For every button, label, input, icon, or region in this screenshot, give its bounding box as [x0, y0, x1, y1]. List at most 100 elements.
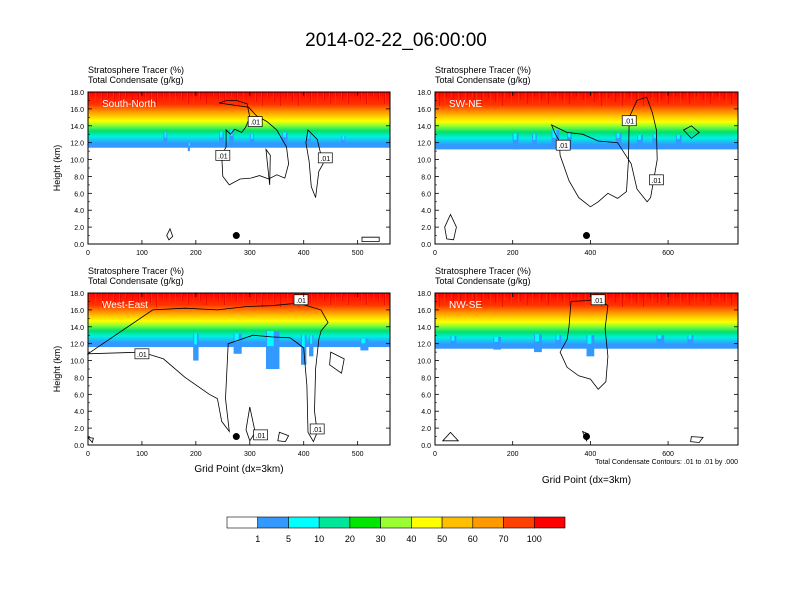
- tracer-texture: [594, 92, 595, 102]
- tracer-texture: [95, 293, 96, 302]
- tracer-texture: [255, 293, 256, 302]
- panel-label: South-North: [102, 99, 156, 110]
- tracer-texture: [323, 293, 324, 300]
- tracer-texture: [527, 293, 528, 305]
- tracer-texture: [268, 92, 269, 98]
- tracer-texture: [125, 293, 126, 298]
- tracer-streak-core: [657, 335, 662, 339]
- tracer-streak-core: [676, 135, 680, 140]
- tracer-texture: [361, 92, 362, 101]
- tracer-texture: [490, 92, 491, 103]
- tracer-texture: [293, 92, 294, 103]
- tracer-texture: [703, 92, 704, 100]
- tracer-texture: [113, 293, 114, 302]
- tracer-texture: [250, 92, 251, 98]
- tracer-texture: [562, 92, 563, 100]
- tracer-streak: [615, 133, 622, 146]
- tracer-texture: [481, 92, 482, 106]
- colorbar: 1 5 10 20 30 40 50 60 70 100: [226, 516, 566, 544]
- tracer-streak-core: [616, 133, 620, 139]
- tracer-streak-core: [194, 333, 197, 345]
- panel-label: West-East: [102, 300, 148, 311]
- y-tick-label: 4.0: [74, 409, 84, 416]
- tracer-texture: [225, 92, 226, 105]
- tracer-texture: [138, 92, 139, 106]
- tracer-streak: [282, 132, 288, 145]
- tracer-texture: [218, 293, 219, 301]
- tracer-texture: [175, 92, 176, 107]
- condensate-contour: [265, 147, 271, 185]
- x-tick-label: 0: [86, 250, 90, 257]
- y-tick-label: 14.0: [417, 325, 431, 332]
- tracer-texture: [298, 92, 299, 106]
- tracer-texture: [548, 293, 549, 305]
- contour-label: .01: [137, 352, 147, 359]
- tracer-streak-core: [688, 335, 692, 340]
- location-marker: [583, 232, 590, 240]
- y-tick-label: 12.0: [70, 342, 84, 349]
- tracer-texture: [311, 293, 312, 304]
- tracer-texture: [622, 92, 623, 106]
- tracer-texture: [446, 293, 447, 299]
- tracer-texture: [187, 293, 188, 304]
- tracer-texture: [548, 92, 549, 104]
- condensate-contour: [166, 227, 174, 241]
- tracer-texture: [534, 293, 535, 297]
- tracer-texture: [694, 92, 695, 103]
- tracer-streak-core: [310, 335, 313, 344]
- colorbar-swatch: [257, 516, 289, 529]
- tracer-texture: [200, 293, 201, 301]
- tracer-texture: [657, 293, 658, 303]
- tracer-streak-core: [638, 135, 641, 140]
- tracer-streak: [309, 335, 314, 357]
- tracer-streak: [532, 134, 537, 149]
- tracer-texture: [615, 92, 616, 102]
- tracer-texture: [250, 293, 251, 299]
- tracer-texture: [176, 92, 177, 96]
- field-label-condensate: Total Condensate (g/kg): [435, 276, 531, 286]
- tracer-texture: [372, 293, 373, 297]
- tracer-texture: [157, 92, 158, 107]
- tracer-texture: [546, 92, 547, 99]
- tracer-texture: [108, 92, 109, 98]
- tracer-texture: [673, 293, 674, 304]
- tracer-texture: [518, 293, 519, 308]
- tracer-texture: [502, 293, 503, 307]
- colorbar-label: 40: [406, 534, 416, 544]
- tracer-texture: [488, 92, 489, 98]
- y-tick-label: 0.0: [74, 443, 84, 450]
- location-marker: [583, 433, 590, 441]
- tracer-texture: [342, 293, 343, 301]
- tracer-texture: [539, 293, 540, 308]
- contour-label-box: [253, 429, 268, 441]
- colorbar-swatch: [472, 516, 504, 529]
- condensate-contour: [444, 213, 457, 241]
- tracer-texture: [182, 293, 183, 301]
- tracer-texture: [694, 293, 695, 304]
- panel-label: SW-NE: [449, 99, 482, 110]
- tracer-texture: [199, 92, 200, 99]
- tracer-texture: [571, 92, 572, 97]
- tracer-texture: [564, 92, 565, 105]
- tracer-texture: [157, 293, 158, 308]
- tracer-texture: [342, 92, 343, 100]
- tracer-texture: [89, 293, 90, 298]
- tracer-texture: [652, 92, 653, 103]
- tracer-texture: [645, 293, 646, 300]
- y-tick-label: 12.0: [417, 141, 431, 148]
- tracer-texture: [286, 293, 287, 299]
- tracer-streak: [555, 335, 562, 348]
- tracer-texture: [631, 293, 632, 304]
- tracer-texture: [292, 293, 293, 303]
- tracer-texture: [550, 92, 551, 97]
- tracer-streak-core: [307, 133, 310, 139]
- x-tick-label: 0: [86, 451, 90, 458]
- tracer-texture: [213, 92, 214, 97]
- tracer-texture: [539, 92, 540, 107]
- y-tick-label: 4.0: [421, 208, 431, 215]
- tracer-texture: [113, 92, 114, 101]
- tracer-streak-core: [302, 335, 305, 348]
- tracer-texture: [236, 293, 237, 301]
- tracer-texture: [576, 92, 577, 96]
- tracer-streak: [637, 135, 643, 147]
